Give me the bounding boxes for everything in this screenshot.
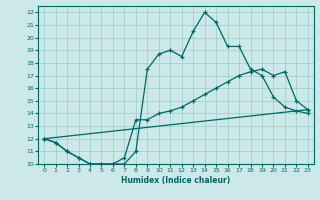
X-axis label: Humidex (Indice chaleur): Humidex (Indice chaleur) [121, 176, 231, 185]
